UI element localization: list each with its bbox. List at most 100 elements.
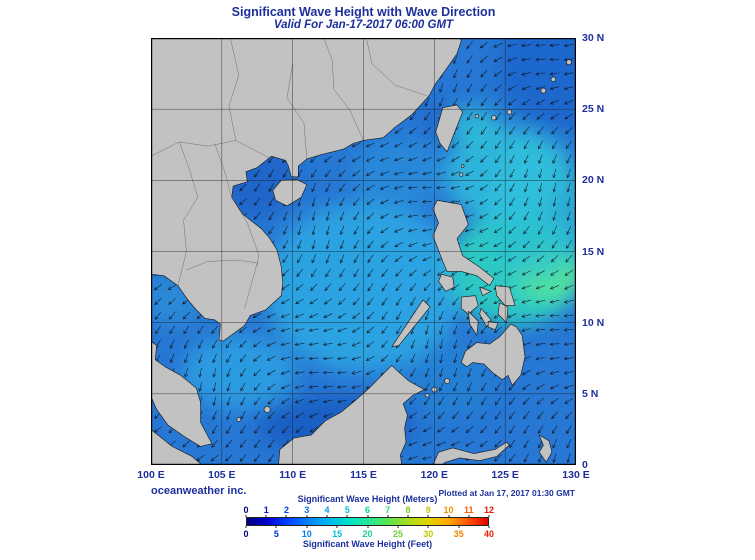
feet-tick-label: 25: [392, 529, 403, 539]
tick-mark: [245, 515, 247, 517]
island-ryukyu: [491, 115, 497, 121]
lon-label: 110 E: [279, 469, 307, 481]
admin-borders: [151, 38, 429, 309]
feet-tick-label: 10: [301, 529, 312, 539]
lon-label: 100 E: [137, 469, 165, 481]
tick-mark: [367, 515, 368, 517]
meters-tick-label: 11: [463, 505, 474, 515]
tick-mark: [326, 515, 328, 517]
tick-mark: [488, 526, 490, 528]
tick-mark: [275, 526, 277, 528]
lon-label: 120 E: [420, 469, 449, 481]
tick-mark: [427, 515, 429, 517]
lat-label: 30 N: [582, 32, 605, 44]
land-halmahera: [538, 434, 553, 463]
meters-tick-label: 8: [405, 505, 411, 515]
credit-text: oceanweather inc.: [151, 485, 247, 497]
lat-label: 10 N: [582, 316, 605, 329]
island-ryukyu: [566, 59, 572, 66]
feet-tick-label: 20: [362, 529, 373, 539]
lat-label: 20 N: [582, 174, 605, 187]
feet-tick-label: 40: [483, 529, 495, 539]
meters-tick-label: 4: [324, 505, 330, 515]
tick-mark: [285, 515, 287, 517]
tick-mark: [468, 515, 470, 517]
tick-mark: [265, 515, 267, 517]
island-ryukyu: [506, 109, 513, 115]
island-ryukyu: [540, 87, 547, 94]
feet-scale: 0 5 10 15 20 25 30 35 40: [243, 526, 494, 539]
tick-mark: [245, 526, 247, 528]
feet-tick-label: 0: [243, 529, 249, 539]
land-bohol: [487, 320, 499, 331]
land-sumatra: [151, 429, 203, 465]
meters-tick-label: 0: [243, 505, 249, 515]
lat-label: 15 N: [582, 245, 605, 258]
lon-label: 125 E: [491, 469, 519, 481]
island-ryukyu: [550, 76, 556, 82]
feet-tick-label: 15: [332, 529, 343, 539]
lon-label: 105 E: [208, 469, 236, 481]
plot-subtitle: Valid For Jan-17-2017 06:00 GMT: [273, 19, 454, 31]
tick-mark: [407, 515, 409, 517]
island-anambas: [236, 417, 242, 422]
meters-tick-label: 1: [263, 505, 269, 515]
island-ryukyu: [474, 114, 479, 119]
tick-mark: [346, 515, 348, 517]
plot-title: Significant Wave Height with Wave Direct…: [231, 5, 496, 19]
land-layer: [151, 38, 572, 465]
meters-tick-label: 7: [385, 505, 391, 515]
lon-axis: 100 E 105 E 110 E 115 E 120 E 125 E 130 E: [137, 469, 589, 483]
meters-tick-label: 9: [425, 505, 431, 515]
tick-mark: [306, 515, 308, 517]
island-sulu: [425, 393, 430, 398]
meters-tick-label: 6: [364, 505, 371, 515]
land-mindanao: [460, 323, 526, 386]
land-masbate: [479, 286, 492, 296]
tick-mark: [367, 526, 368, 528]
land-sulawesi: [432, 441, 510, 465]
island-sulu: [444, 378, 450, 384]
meters-tick-label: 3: [304, 505, 310, 515]
land-luzon: [432, 199, 495, 286]
meters-tick-label: 5: [344, 505, 350, 515]
island-batanes: [460, 164, 465, 168]
meters-tick-label: 2: [283, 505, 289, 515]
feet-tick-label: 35: [453, 529, 464, 539]
feet-tick-label: 5: [273, 529, 279, 539]
lat-label: 0: [582, 459, 588, 471]
wave-map-svg: [151, 38, 576, 465]
colorbar-title-meters: Significant Wave Height (Meters): [297, 494, 438, 504]
land-negros: [468, 310, 479, 336]
land-borneo: [278, 365, 425, 465]
lon-label: 130 E: [562, 469, 590, 481]
land-mindoro: [438, 273, 455, 292]
lon-label: 115 E: [350, 469, 377, 481]
meters-tick-label: 10: [443, 505, 454, 515]
colorbar: Significant Wave Height (Meters) 0 1 2 3 4 5 6…: [243, 494, 494, 550]
lat-label: 5 N: [582, 387, 599, 400]
wave-map: [151, 38, 576, 465]
land-panay: [460, 295, 479, 315]
graticule: [151, 38, 576, 465]
plotted-timestamp: Plotted at Jan 17, 2017 01:30 GMT: [438, 488, 575, 498]
tick-mark: [458, 526, 460, 528]
tick-mark: [427, 526, 429, 528]
tick-mark: [488, 515, 490, 517]
tick-mark: [387, 515, 389, 517]
colorbar-gradient: [246, 517, 489, 526]
feet-tick-label: 30: [423, 529, 434, 539]
island-batanes: [459, 172, 464, 177]
tick-mark: [448, 515, 449, 517]
meters-scale: 0 1 2 3 4 5 6 7 8 9 10 11 12: [243, 505, 494, 517]
tick-mark: [336, 526, 338, 528]
colorbar-title-feet: Significant Wave Height (Feet): [302, 539, 433, 549]
tick-mark: [397, 526, 399, 528]
lat-label: 25 N: [582, 103, 605, 116]
tick-mark: [306, 526, 308, 528]
lat-axis: 30 N 25 N 20 N 15 N 10 N 5 N 0: [582, 33, 630, 471]
land-taiwan: [435, 104, 463, 153]
island-natuna: [263, 406, 271, 413]
land-palawan: [391, 299, 431, 348]
